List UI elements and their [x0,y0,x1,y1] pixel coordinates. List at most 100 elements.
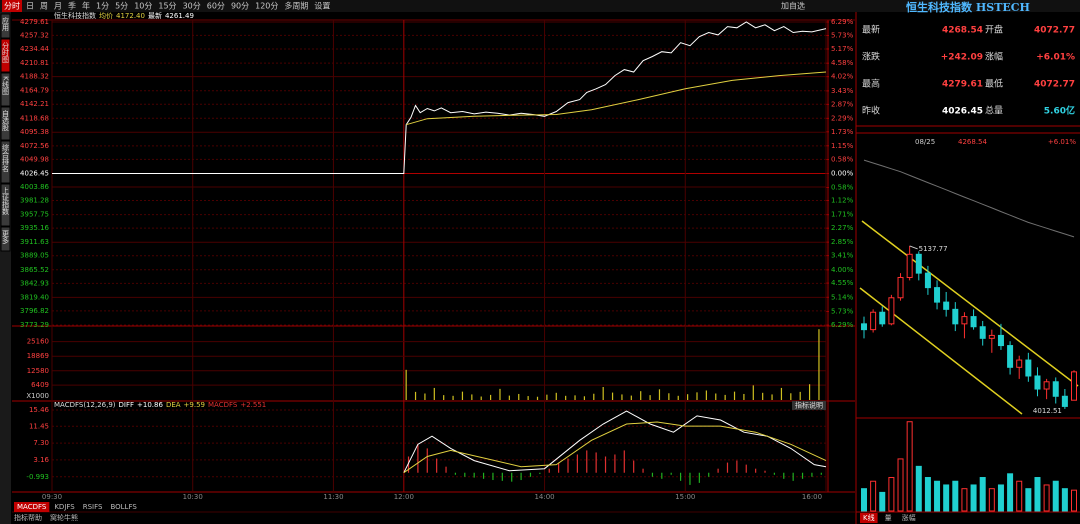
y-tick-label: 25160 [27,338,49,346]
sidebar-tab-label[interactable]: 更多 [2,230,10,245]
sidebar-tab[interactable] [0,226,11,252]
y-tick-label: 3796.82 [20,307,49,315]
kline-volume-bar [879,491,886,512]
toolbar-tab[interactable]: 5分 [115,2,128,11]
y-tick-label: 4095.38 [20,128,49,136]
volume-bar [405,369,407,400]
header-text: 4261.49 [165,12,194,20]
indicator-tab[interactable]: BOLLFS [110,503,137,511]
y2-tick-label: 1.71% [831,211,854,219]
kline-tab[interactable]: K线 [863,513,875,522]
quote-label: 最高 [862,78,880,90]
volume-bar [808,384,811,400]
volume-bar [461,391,464,400]
volume-bar [668,393,670,400]
footer-tab[interactable]: 窝轮牛熊 [50,513,78,522]
toolbar-tab[interactable]: 10分 [134,2,152,11]
candle-body [1007,345,1014,368]
quote-value: +242.09 [941,53,983,63]
toolbar-tab[interactable]: 年 [82,1,90,11]
y-tick-label: 4142.21 [20,100,49,108]
candle-body [961,316,968,325]
sidebar-tab-label[interactable]: 上证指数 [2,186,10,216]
add-watchlist[interactable]: 加自选 [781,1,805,11]
toolbar-tab[interactable]: 15分 [158,2,176,11]
y-tick-label: 3773.29 [20,321,49,329]
y-tick-label: 3889.05 [20,252,49,260]
sidebar-tab-label[interactable]: 应用 [2,16,10,32]
toolbar-tab[interactable]: 日 [26,2,34,11]
candle-body [906,253,913,278]
sidebar-tab[interactable] [0,140,11,184]
indicator-tab-active [14,502,50,512]
kline-volume-bar [961,488,968,512]
candle-body [924,272,931,289]
help-button[interactable] [792,401,826,410]
kline-volume-bar [861,488,867,512]
candle-body [997,334,1004,347]
sidebar-tab-label[interactable]: 综合排名 [2,143,10,173]
y-tick-label: 4279.61 [20,18,49,26]
toolbar-tab[interactable]: 多周期 [284,1,308,11]
y-tick-label: 3819.40 [20,293,49,301]
kline-tab[interactable]: 涨幅 [902,513,916,522]
volume-bar [771,394,773,400]
toolbar-tab[interactable]: 周 [40,2,48,11]
toolbar-tab[interactable]: 分时 [4,1,20,11]
footer-tab[interactable]: 指标帮助 [14,513,42,522]
annotation-leader [909,245,918,250]
y-tick-label: 3865.52 [20,266,49,274]
y2-tick-label: 0.58% [831,156,854,164]
sidebar-tab[interactable] [0,183,11,227]
header-text: 均价 [99,11,113,20]
sidebar-tab-label[interactable]: 自选股 [2,109,10,132]
candle-body [897,276,904,299]
toolbar-tab[interactable]: 120分 [255,2,278,11]
sidebar-tab[interactable] [0,13,11,39]
y-tick-label: 3911.63 [20,238,49,246]
toolbar-tab[interactable]: 月 [54,2,62,11]
kline-volume-bar [934,480,941,512]
volume-bar [546,394,548,400]
sidebar-tab-label[interactable]: K线图 [2,76,10,96]
sidebar-tab[interactable] [0,106,11,141]
indicator-tab[interactable]: MACDFS [17,503,47,511]
header-text: DEA [166,401,181,409]
volume-bar [715,393,717,400]
y-tick-label: 3935.16 [20,224,49,232]
toolbar-tab[interactable]: 设置 [314,1,330,11]
sidebar-tab[interactable] [0,38,11,73]
y-tick-label: 4210.81 [20,59,49,67]
sidebar-tab[interactable] [0,72,11,107]
header-text: 恒生科技指数 [54,11,96,20]
y2-tick-label: 6.29% [831,321,854,329]
y-tick-label: 15.46 [29,406,50,414]
candle-body [879,311,886,325]
y-tick-label: 3.16 [33,456,49,464]
y2-tick-label: 5.17% [831,45,854,53]
header-text: +10.86 [137,401,163,409]
kline-volume-bar [1016,480,1023,512]
y-tick-label: 3957.75 [20,211,49,219]
kline-tab[interactable]: 量 [885,514,892,522]
y-tick-label: -0.993 [26,473,49,481]
kline-volume-bar [915,465,922,512]
indicator-tab[interactable]: KDJFS [54,503,75,511]
toolbar-tab[interactable]: 60分 [207,2,225,11]
y2-tick-label: 0.58% [831,183,854,191]
volume-bar [630,395,632,400]
toolbar-tab[interactable]: 1分 [96,2,109,11]
sidebar-tab-label[interactable]: 分时图 [2,41,10,64]
help-button-label[interactable]: 指标说明 [795,401,823,410]
toolbar-tab[interactable]: 季 [68,1,76,11]
volume-bar [527,396,529,400]
candle-body [1071,371,1077,401]
candle-body [888,297,895,325]
volume-bar [611,392,614,400]
toolbar-tab[interactable]: 90分 [231,2,249,11]
indicator-tab[interactable]: RSIFS [83,503,103,511]
volume-bar [452,395,454,400]
toolbar-tab[interactable]: 30分 [183,2,201,11]
y-tick-label: 4257.32 [20,31,49,39]
